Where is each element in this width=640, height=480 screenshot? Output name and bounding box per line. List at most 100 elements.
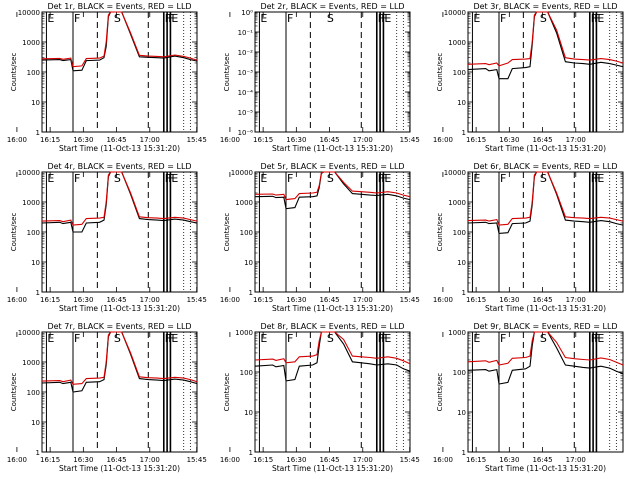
x-tick-label: 16:00 [7, 296, 27, 304]
marker-letter: F [594, 332, 600, 345]
marker-letter: F [74, 172, 80, 185]
x-axis-label: Start Time (11-Oct-13 15:31:20) [272, 464, 393, 473]
y-tick-label: 10 [457, 259, 466, 267]
x-tick-label: 16:30 [286, 296, 306, 304]
x-axis-label: Start Time (11-Oct-13 15:31:20) [59, 144, 180, 153]
marker-letter: S [327, 12, 334, 25]
marker-letter: S [540, 12, 547, 25]
x-tick-label: 15:45 [400, 136, 420, 144]
x-tick-label: 15:45 [400, 296, 420, 304]
lld-series-line [254, 171, 411, 201]
y-tick-label: 10000 [444, 9, 466, 17]
x-tick-label: 16:45 [532, 296, 552, 304]
chart-title: Det 3r, BLACK = Events, RED = LLD [473, 2, 617, 11]
marker-letter: S [114, 12, 121, 25]
marker-letter: F [165, 12, 171, 25]
x-tick-label: 16:45 [106, 136, 126, 144]
y-tick-label: 10 [31, 419, 40, 427]
marker-letter: S [327, 172, 334, 185]
chart-panel: Det 7r, BLACK = Events, RED = LLD 1 10 100 1… [7, 322, 198, 473]
x-axis-label: Start Time (11-Oct-13 15:31:20) [485, 144, 606, 153]
x-tick-label: 15:45 [187, 136, 207, 144]
y-tick-label: 1 [36, 129, 40, 137]
x-axis-label: Start Time (11-Oct-13 15:31:20) [59, 304, 180, 313]
marker-letter: F [168, 172, 174, 185]
y-tick-label: 10000 [18, 169, 40, 177]
lld-series-line [254, 331, 411, 365]
plot-frame [467, 331, 624, 453]
marker-letter: E [260, 172, 267, 185]
marker-letter: F [287, 12, 293, 25]
marker-letter: F [165, 332, 171, 345]
plot-frame [41, 331, 198, 453]
y-tick-label: 1 [462, 289, 466, 297]
marker-letter: E [597, 172, 604, 185]
y-tick-label: 1 [249, 289, 253, 297]
x-tick-label: 16:30 [499, 456, 519, 464]
y-tick-label: 10 [457, 409, 466, 417]
y-tick-label: 10 [31, 99, 40, 107]
x-tick-label: 16:00 [433, 456, 453, 464]
x-tick-label: 16:00 [433, 136, 453, 144]
marker-letter: F [500, 332, 506, 345]
marker-letter: F [168, 332, 174, 345]
chart-panel: Det 3r, BLACK = Events, RED = LLD 1 10 100 1… [400, 2, 624, 153]
x-tick-label: 17:00 [353, 296, 373, 304]
x-tick-label: 16:00 [7, 136, 27, 144]
x-tick-label: 16:15 [40, 136, 60, 144]
chart-title: Det 4r, BLACK = Events, RED = LLD [47, 162, 191, 171]
chart-panel: Det 9r, BLACK = Events, RED = LLD 1 10 100 1… [400, 322, 624, 473]
chart-title: Det 8r, BLACK = Events, RED = LLD [260, 322, 404, 331]
marker-letter: E [171, 332, 178, 345]
x-tick-label: 15:45 [187, 296, 207, 304]
marker-letter: S [327, 332, 334, 345]
x-tick-label: 16:15 [253, 296, 273, 304]
x-tick-label: 16:30 [73, 456, 93, 464]
y-axis-label: Counts/sec [436, 53, 444, 92]
marker-letter: F [287, 172, 293, 185]
marker-letter: F [591, 172, 597, 185]
lld-series-line [467, 171, 624, 226]
y-tick-label: 100 [27, 389, 40, 397]
marker-letter: F [381, 12, 387, 25]
y-tick-label: 10000 [231, 169, 253, 177]
x-tick-label: 16:00 [220, 456, 240, 464]
x-tick-label: 16:45 [319, 136, 339, 144]
y-tick-label: 1000 [22, 39, 40, 47]
y-tick-label: 10 [457, 99, 466, 107]
y-tick-label: 100 [453, 69, 466, 77]
y-tick-label: 1000 [235, 329, 253, 337]
marker-letter: F [500, 12, 506, 25]
x-tick-label: 17:00 [353, 456, 373, 464]
x-tick-label: 16:15 [253, 136, 273, 144]
x-tick-label: 16:15 [40, 296, 60, 304]
y-tick-label: 10000 [18, 9, 40, 17]
plot-frame [467, 11, 624, 133]
y-tick-label: 10000 [18, 329, 40, 337]
y-axis-label: Counts/sec [10, 213, 18, 252]
marker-letter: S [540, 332, 547, 345]
x-tick-label: 17:00 [566, 456, 586, 464]
chart-panel: Det 4r, BLACK = Events, RED = LLD 1 10 100 1… [7, 162, 198, 313]
plot-frame [41, 11, 198, 133]
plot-frame [254, 171, 411, 293]
marker-letter: E [597, 12, 604, 25]
y-axis-label: Counts/sec [223, 373, 231, 412]
marker-letter: F [500, 172, 506, 185]
marker-letter: F [168, 12, 174, 25]
y-tick-label: 1000 [235, 199, 253, 207]
y-tick-label: 1 [249, 449, 253, 457]
y-tick-label: 100 [453, 229, 466, 237]
marker-letter: E [597, 332, 604, 345]
x-tick-label: 16:30 [73, 136, 93, 144]
lld-series-line [467, 11, 624, 67]
y-tick-label: 100 [453, 369, 466, 377]
x-axis-label: Start Time (11-Oct-13 15:31:20) [59, 464, 180, 473]
plot-frame [467, 171, 624, 293]
marker-letter: S [114, 332, 121, 345]
y-axis-label: Counts/sec [10, 373, 18, 412]
y-tick-label: 10⁻⁵ [238, 109, 254, 117]
x-tick-label: 15:45 [400, 456, 420, 464]
x-tick-label: 16:30 [73, 296, 93, 304]
